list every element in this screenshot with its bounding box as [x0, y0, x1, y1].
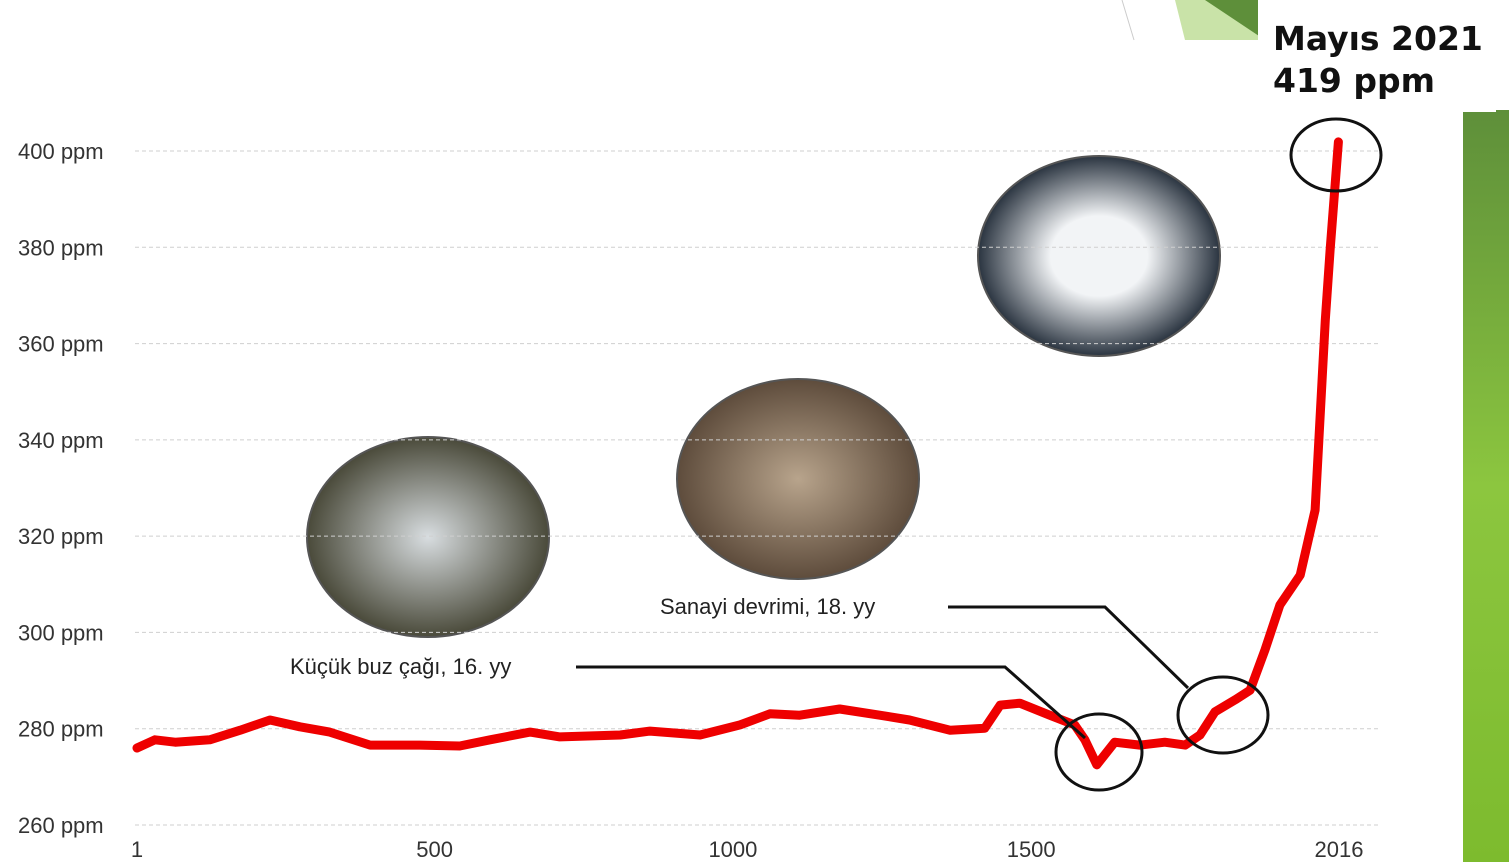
callout-box — [1258, 0, 1496, 112]
y-tick-label: 340 ppm — [18, 428, 104, 453]
x-tick-label: 1 — [131, 837, 143, 862]
y-tick-label: 280 ppm — [18, 717, 104, 742]
y-tick-label: 320 ppm — [18, 524, 104, 549]
annotation: Küçük buz çağı, 16. yy — [290, 654, 511, 679]
annotation: Sanayi devrimi, 18. yy — [660, 594, 875, 619]
x-tick-label: 2016 — [1315, 837, 1364, 862]
y-tick-label: 300 ppm — [18, 620, 104, 645]
callout-text: Mayıs 2021 — [1273, 19, 1483, 58]
y-tick-label: 400 ppm — [18, 139, 104, 164]
photo — [306, 436, 550, 638]
x-tick-label: 1500 — [1007, 837, 1056, 862]
y-tick-label: 260 ppm — [18, 813, 104, 838]
y-tick-label: 380 ppm — [18, 235, 104, 260]
photo — [977, 155, 1221, 357]
data-line — [132, 137, 1343, 770]
leader-line — [948, 605, 1190, 690]
photo — [676, 378, 920, 580]
side-bar — [1463, 110, 1509, 862]
decoration — [1205, 0, 1265, 40]
highlight-circle — [1054, 712, 1144, 792]
leader-line — [576, 665, 1086, 740]
highlight-circle — [1176, 675, 1270, 755]
decoration — [1121, 0, 1135, 41]
x-tick-label: 500 — [416, 837, 453, 862]
x-tick-label: 1000 — [708, 837, 757, 862]
y-tick-label: 360 ppm — [18, 332, 104, 357]
callout-text: 419 ppm — [1273, 61, 1435, 100]
highlight-circle — [1289, 117, 1383, 193]
